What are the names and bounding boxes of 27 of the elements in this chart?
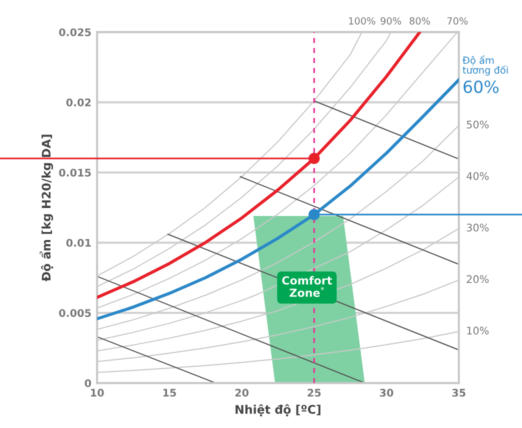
annotation: Comfort Zone$^{*}$ — [282, 276, 332, 297]
y-axis-title: Độ ẩm [kg H20/kg DA] — [40, 134, 54, 282]
series-label: 80% — [410, 17, 430, 25]
y-tick-label: 0.02 — [66, 98, 91, 106]
y-tick-label: 0 — [84, 379, 92, 388]
series-label: 70% — [447, 17, 468, 25]
x-axis-title: Nhiệt độ [ºC] — [236, 404, 320, 416]
x-tick-label: 35 — [452, 388, 466, 397]
series-label: 10% — [467, 326, 489, 335]
x-tick-label: 25 — [308, 388, 321, 397]
series-label: 40% — [466, 172, 489, 180]
line-series — [97, 78, 459, 320]
x-tick-label: 15 — [163, 388, 176, 397]
series-label: 100% — [349, 17, 376, 25]
text: Độ ẩm tương đối — [462, 55, 508, 76]
y-tick-label: 0.01 — [66, 238, 91, 247]
x-tick-label: 20 — [235, 388, 249, 397]
series-label: 30% — [466, 224, 489, 232]
x-tick-label: 30 — [380, 388, 394, 397]
x-tick-label: 10 — [91, 388, 104, 397]
y-tick-label: 0.005 — [59, 309, 91, 317]
series-label: 20% — [466, 275, 489, 284]
series-label: 50% — [466, 120, 489, 128]
series-label: 90% — [380, 17, 402, 25]
series-label: 60% — [464, 80, 499, 94]
y-tick-label: 0.015 — [59, 168, 91, 177]
y-tick-label: 0.025 — [59, 28, 91, 36]
